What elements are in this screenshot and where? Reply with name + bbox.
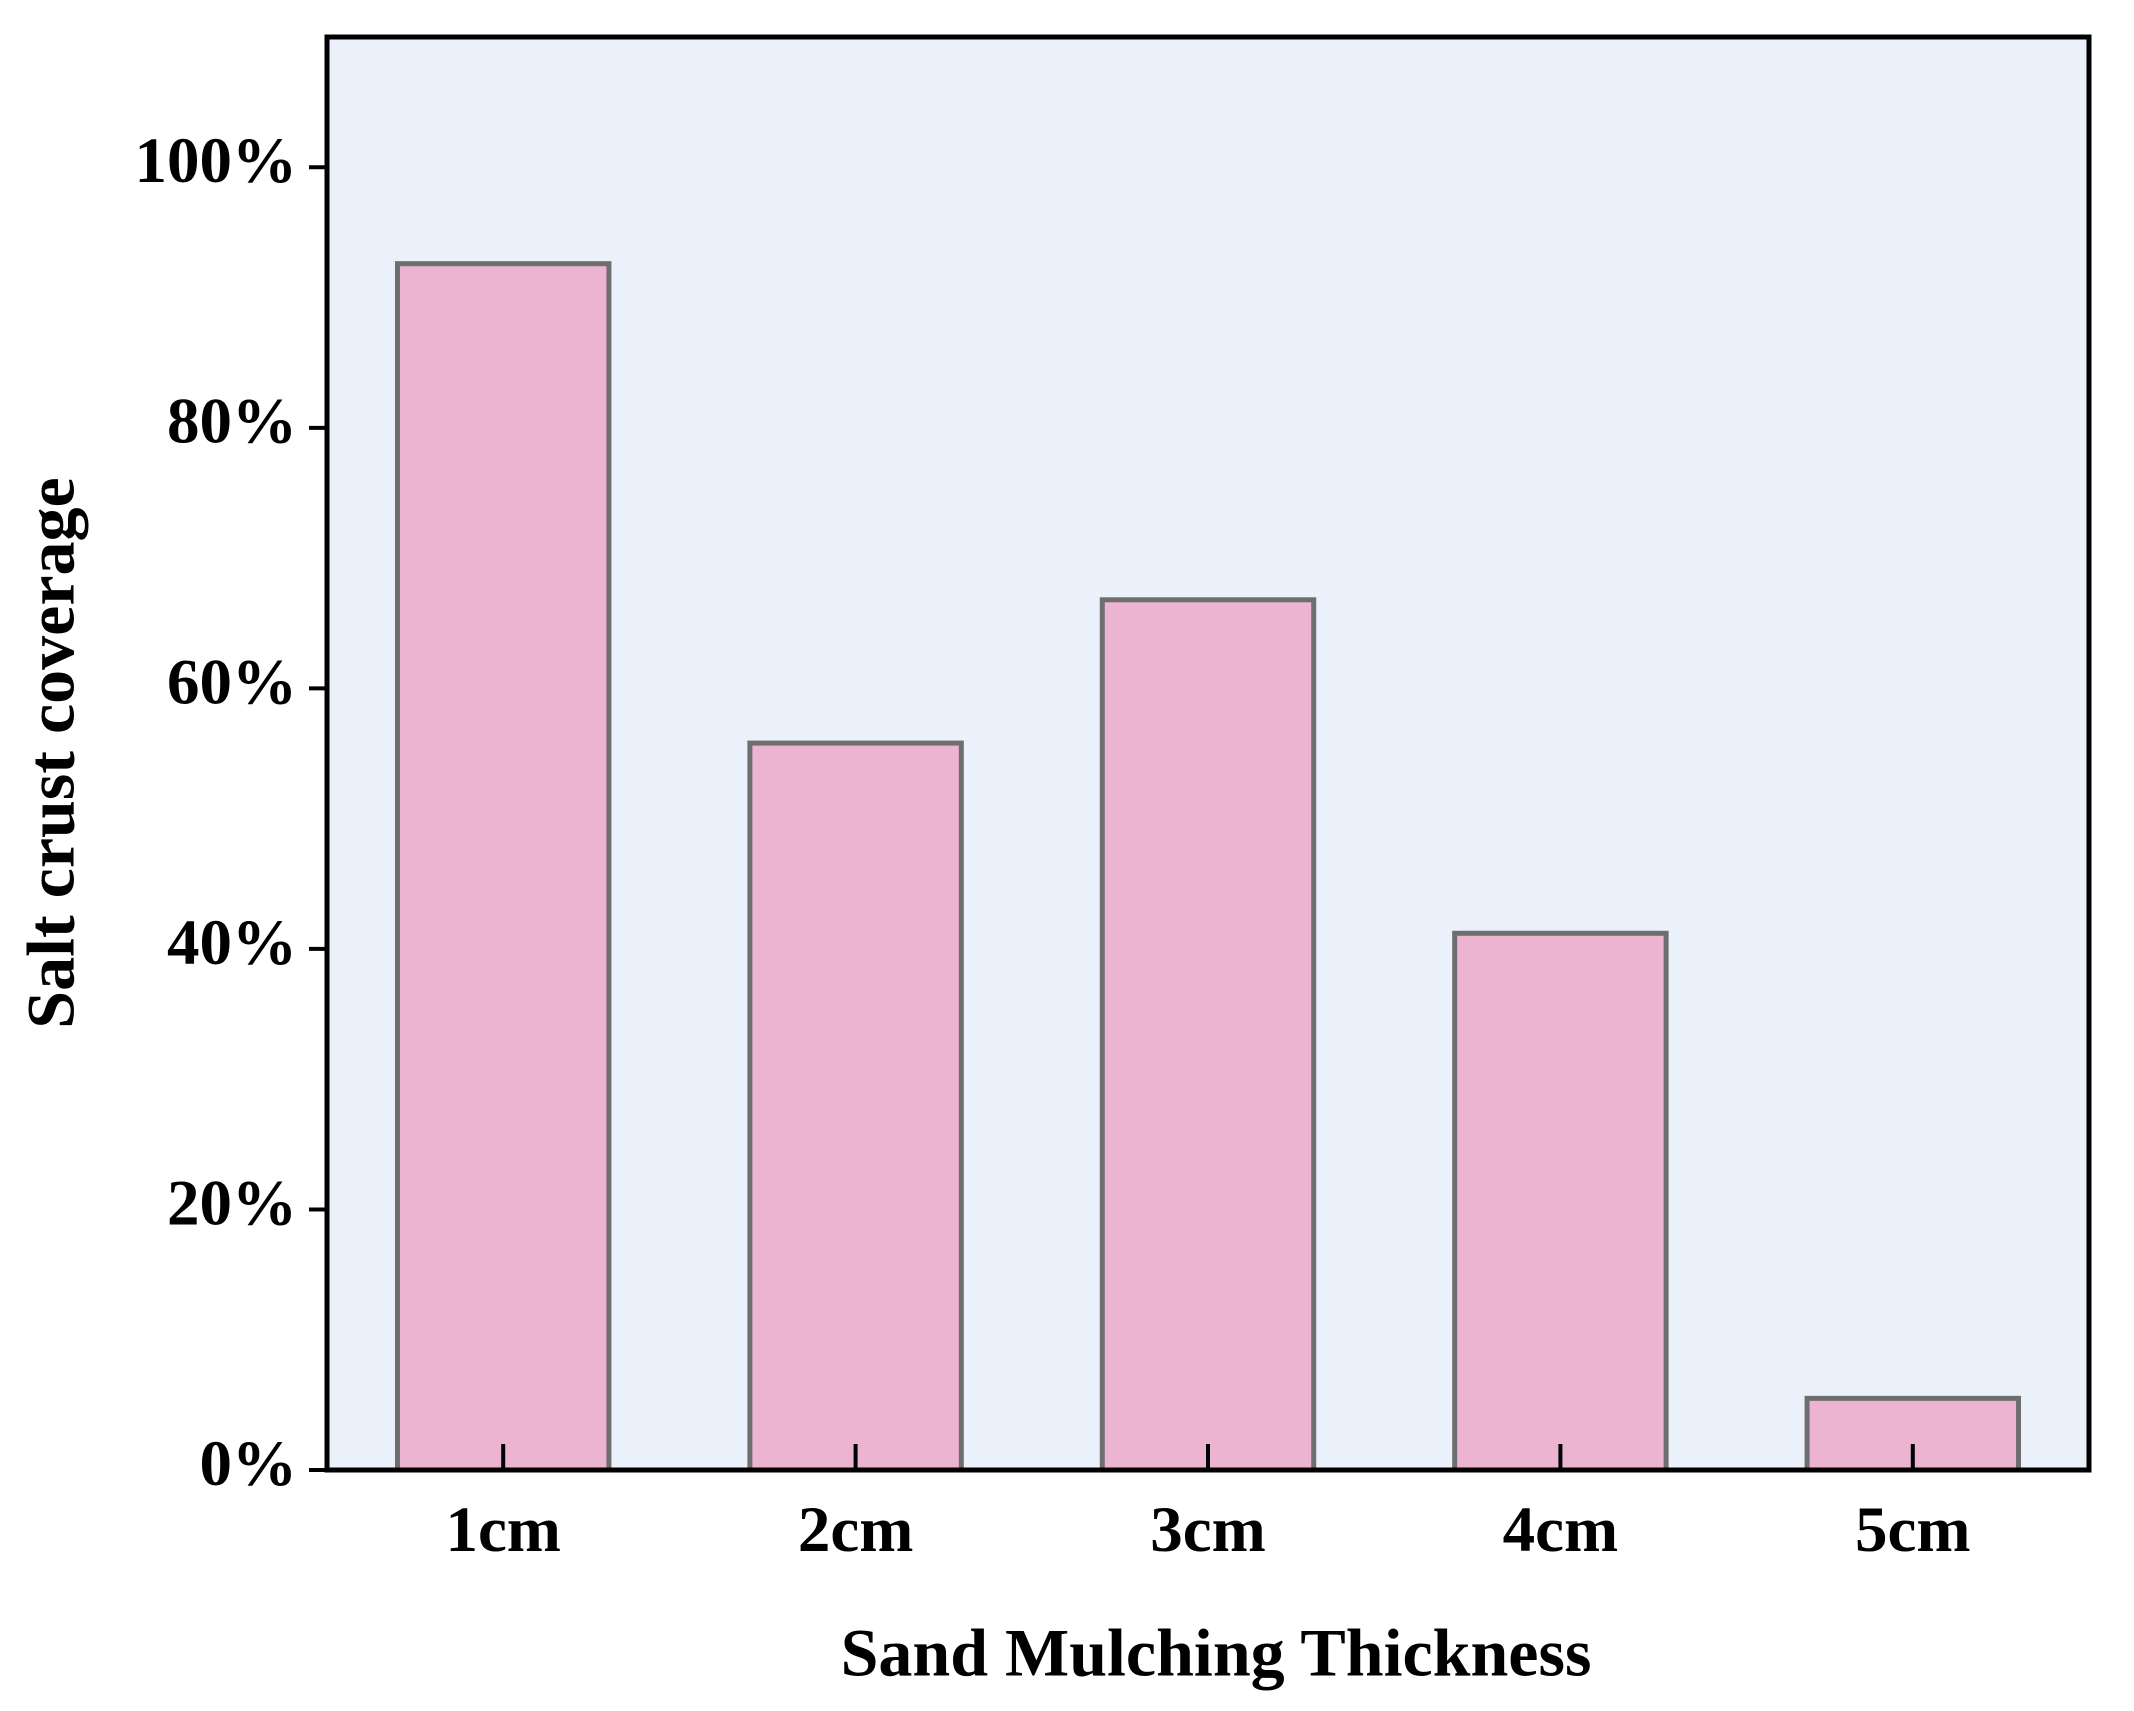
y-tick-label: 0% <box>200 1428 298 1500</box>
bar <box>747 740 964 1473</box>
x-axis-title: Sand Mulching Thickness <box>841 1615 1592 1691</box>
y-tick-label: 80% <box>167 386 297 458</box>
bar <box>394 261 612 1473</box>
y-tick-label: 100% <box>135 125 298 197</box>
x-tick-label: 1cm <box>445 1494 561 1566</box>
y-tick-label: 20% <box>167 1167 297 1239</box>
y-tick-label: 40% <box>167 907 297 979</box>
y-axis-title: Salt crust coverage <box>13 477 89 1028</box>
bar <box>1452 930 1669 1473</box>
bar <box>1099 597 1317 1473</box>
plot-frame <box>324 34 2092 1473</box>
y-tick-label: 60% <box>167 646 297 718</box>
x-tick-label: 4cm <box>1503 1494 1619 1566</box>
x-tick-label: 2cm <box>798 1494 914 1566</box>
x-tick-label: 5cm <box>1855 1494 1971 1566</box>
x-tick-label: 3cm <box>1150 1494 1266 1566</box>
